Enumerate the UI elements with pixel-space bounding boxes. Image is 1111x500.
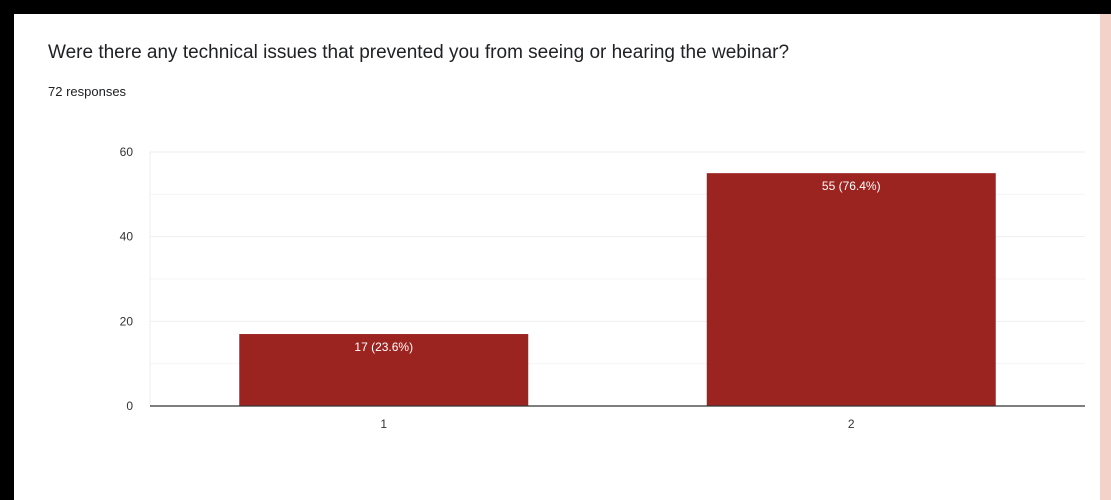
scrollbar-strip: [1100, 14, 1111, 500]
y-tick-label: 0: [126, 399, 133, 413]
x-tick-label: 2: [848, 417, 855, 431]
bar-data-label: 55 (76.4%): [822, 179, 881, 193]
y-tick-label: 60: [120, 145, 134, 159]
y-tick-label: 40: [120, 230, 134, 244]
bar-data-label: 17 (23.6%): [354, 340, 413, 354]
response-count: 72 responses: [48, 84, 127, 99]
x-tick-label: 1: [380, 417, 387, 431]
question-title: Were there any technical issues that pre…: [48, 42, 790, 63]
bar: [239, 334, 529, 406]
bar: [706, 173, 996, 406]
y-tick-label: 20: [120, 314, 134, 328]
